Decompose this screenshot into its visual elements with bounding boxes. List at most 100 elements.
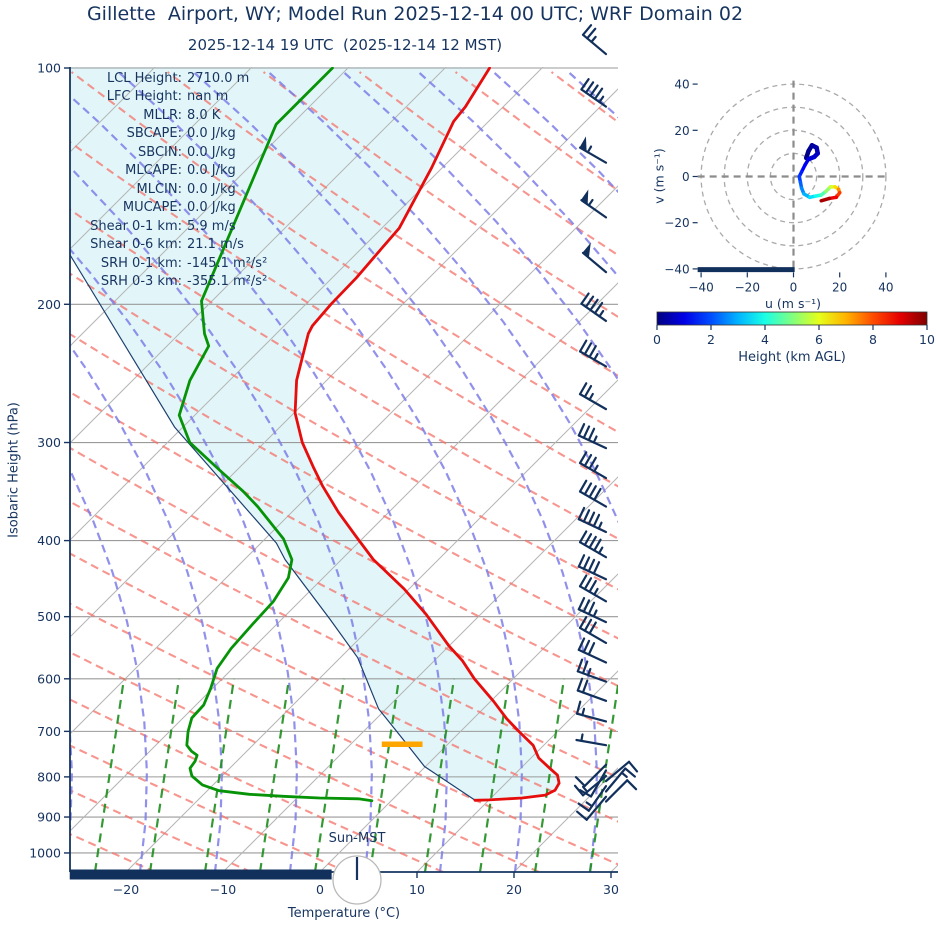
- dry-adiabat-line: [648, 72, 936, 872]
- wind-barb-icon: [578, 530, 608, 559]
- y-tick-label: 600: [37, 671, 61, 686]
- wind-barb-column: [573, 24, 639, 821]
- dry-adiabat-line: [70, 390, 618, 688]
- mixing-ratio-line: [203, 678, 236, 872]
- stat-value: 0.0 J/kg: [187, 200, 236, 216]
- hodograph-x-tick-label: 20: [832, 280, 847, 294]
- mixing-ratio-line: [533, 678, 566, 872]
- stat-value: 5.9 m/s: [187, 218, 236, 234]
- wind-barb-icon: [577, 554, 608, 581]
- dry-adiabat-line: [70, 140, 618, 488]
- colorbar-tick-label: 10: [919, 332, 935, 347]
- hodograph-panel: −40 −20 0 20 40 40 20 0 −20 −40: [664, 78, 893, 295]
- y-tick-label: 800: [37, 769, 61, 784]
- x-tick-label: 30: [603, 882, 619, 897]
- wind-barb-icon: [578, 574, 608, 603]
- x-tick-label: −10: [210, 882, 236, 897]
- hodograph-y-tick-label: 0: [682, 170, 690, 184]
- parcel-trace-line: [70, 254, 476, 801]
- hodograph-trace-segment: [819, 196, 832, 203]
- isotherm-line: [125, 379, 618, 872]
- x-tick-label: 20: [506, 882, 522, 897]
- moist-adiabat-line: [869, 72, 936, 872]
- stat-value: 0.0 J/kg: [187, 163, 236, 179]
- wind-barb-icon: [577, 423, 608, 450]
- isotherm-line: [513, 767, 618, 872]
- dry-adiabat-line: [550, 71, 618, 124]
- moist-adiabat-line: [192, 71, 599, 872]
- wind-barb-icon: [577, 785, 608, 812]
- wind-barb-icon: [577, 637, 608, 664]
- hodograph-u-axis-label: u (m s⁻¹): [765, 296, 821, 311]
- moist-adiabat-line: [70, 165, 374, 872]
- wind-barb-icon: [573, 774, 608, 797]
- stat-label: MUCAPE:: [122, 200, 182, 216]
- mixing-ratio-line: [423, 678, 456, 872]
- skewt-axes: −20 −10 0 10 20 30 100 200 300 400 500 600 700 800 900…: [29, 61, 619, 905]
- dewpoint-line: [177, 67, 374, 803]
- isotherm-line: [70, 67, 253, 250]
- height-colorbar: [656, 311, 928, 326]
- isotherm-line: [319, 573, 618, 872]
- pressure-axis-label: Isobaric Height (hPa): [6, 402, 22, 538]
- x-tick-label: 10: [409, 882, 425, 897]
- page-title: Gillette Airport, WY; Model Run 2025-12-…: [86, 3, 744, 25]
- wind-barb-icon: [575, 733, 608, 747]
- sounding-stats-block: LCL Height: 2710.0 m LFC Height: nan m MLLR:…: [70, 70, 267, 291]
- isotherm-line: [70, 67, 544, 541]
- wind-barb-icon: [580, 189, 608, 219]
- y-tick-label: 100: [37, 61, 61, 76]
- hodograph-v-axis-label: v (m s⁻¹): [651, 148, 667, 204]
- stat-value: 8.0 K: [187, 107, 221, 123]
- temperature-line: [293, 67, 561, 802]
- moist-adiabat-line: [644, 72, 936, 872]
- y-tick-label: 700: [37, 724, 61, 739]
- stat-label: Shear 0-1 km:: [90, 218, 182, 234]
- stat-label: LFC Height:: [106, 89, 182, 105]
- hodograph-x-tick-label: 0: [790, 280, 798, 294]
- x-tick-label: 0: [316, 882, 324, 897]
- isotherm-line: [70, 282, 618, 832]
- stat-value: 0.0 J/kg: [187, 126, 236, 142]
- y-tick-label: 200: [37, 297, 61, 312]
- stat-value: 21.1 m/s: [187, 237, 244, 253]
- y-tick-label: 300: [37, 435, 61, 450]
- isotherm-line: [70, 88, 618, 638]
- mixing-ratio-line: [313, 678, 346, 872]
- wind-barb-icon: [575, 700, 608, 723]
- stat-label: LCL Height:: [106, 71, 182, 86]
- colorbar-label: Height (km AGL): [738, 350, 846, 365]
- stat-label: SBCAPE:: [126, 126, 182, 142]
- wind-barb-icon: [574, 763, 608, 788]
- wind-barb-icon: [580, 292, 608, 323]
- sun-dial-label: Sun-MST: [328, 831, 386, 846]
- wind-barb-icon: [576, 658, 608, 683]
- stat-value: 0.0 J/kg: [187, 144, 236, 160]
- moist-adiabat-line: [70, 247, 299, 872]
- moist-adiabat-line: [794, 72, 936, 872]
- moist-adiabat-line: [70, 94, 449, 872]
- stat-label: MLCAPE:: [125, 163, 182, 179]
- wind-barb-icon: [578, 615, 608, 644]
- valid-time-subtitle: 2025-12-14 19 UTC (2025-12-14 12 MST): [187, 36, 503, 54]
- stat-label: SBCIN:: [138, 144, 182, 160]
- isotherm-line: [222, 476, 618, 872]
- stat-label: Shear 0-6 km:: [90, 237, 182, 253]
- wind-barb-icon: [576, 677, 608, 702]
- wind-barb-icon: [577, 596, 608, 624]
- y-tick-label: 900: [37, 810, 61, 825]
- mixing-ratio-line: [368, 678, 401, 872]
- stat-label: SRH 0-3 km:: [100, 273, 182, 289]
- hodograph-x-tick-label: −40: [688, 280, 713, 294]
- isotherm-line: [708, 67, 936, 872]
- hodograph-y-tick-label: 20: [674, 124, 689, 138]
- stat-label: MLCIN:: [136, 181, 182, 197]
- stat-label: SRH 0-1 km:: [100, 255, 182, 271]
- wind-barb-icon: [578, 339, 608, 368]
- moist-adiabat-line: [70, 467, 149, 872]
- stat-value: -355.1 m²/s²: [187, 273, 268, 289]
- stat-label: MLLR:: [143, 107, 182, 123]
- hodograph-y-tick-label: −20: [664, 216, 689, 230]
